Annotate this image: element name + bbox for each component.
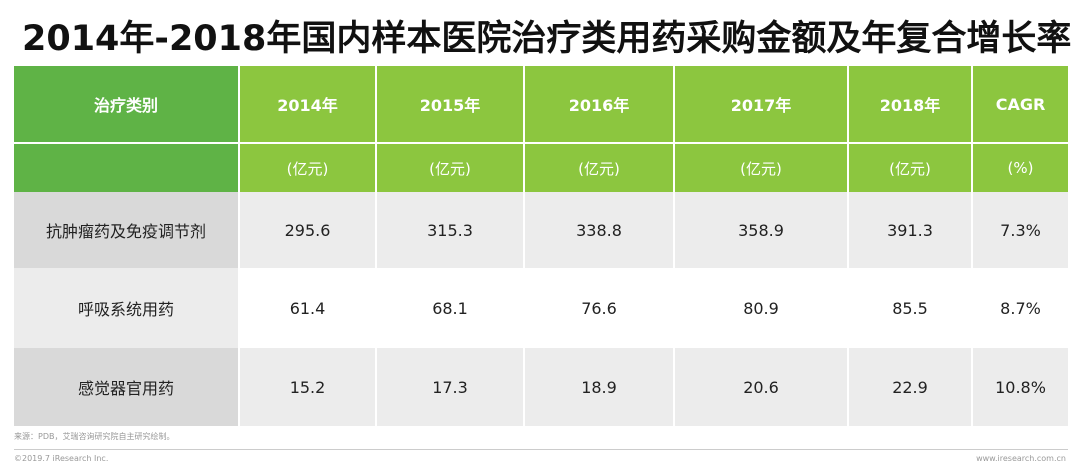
- cell-2018: 391.3: [849, 192, 973, 268]
- cell-2016: 76.6: [525, 268, 675, 348]
- unit-row: (亿元) (亿元) (亿元) (亿元) (亿元) (%): [14, 142, 1068, 192]
- row-category: 抗肿瘤药及免疫调节剂: [14, 192, 240, 268]
- unit-2014: (亿元): [240, 142, 377, 192]
- unit-cagr: (%): [973, 142, 1068, 192]
- header-2015: 2015年: [377, 66, 525, 142]
- cell-cagr: 8.7%: [973, 268, 1068, 348]
- table-row: 感觉器官用药 15.2 17.3 18.9 20.6 22.9 10.8%: [14, 348, 1068, 426]
- cell-2014: 15.2: [240, 348, 377, 426]
- cell-cagr: 10.8%: [973, 348, 1068, 426]
- cell-2015: 68.1: [377, 268, 525, 348]
- cell-2018: 85.5: [849, 268, 973, 348]
- header-category: 治疗类别: [14, 66, 240, 142]
- unit-category: [14, 142, 240, 192]
- table-row: 抗肿瘤药及免疫调节剂 295.6 315.3 338.8 358.9 391.3…: [14, 192, 1068, 268]
- header-2018: 2018年: [849, 66, 973, 142]
- header-2014: 2014年: [240, 66, 377, 142]
- footer-divider: [14, 449, 1068, 450]
- cell-2016: 338.8: [525, 192, 675, 268]
- page-title: 2014年-2018年国内样本医院治疗类用药采购金额及年复合增长率: [22, 19, 1072, 59]
- website-text: www.iresearch.com.cn: [976, 454, 1066, 463]
- cell-cagr: 7.3%: [973, 192, 1068, 268]
- unit-2018: (亿元): [849, 142, 973, 192]
- cell-2014: 295.6: [240, 192, 377, 268]
- table-row: 呼吸系统用药 61.4 68.1 76.6 80.9 85.5 8.7%: [14, 268, 1068, 348]
- row-category: 感觉器官用药: [14, 348, 240, 426]
- cell-2017: 80.9: [675, 268, 849, 348]
- cell-2016: 18.9: [525, 348, 675, 426]
- cell-2017: 358.9: [675, 192, 849, 268]
- header-cagr: CAGR: [973, 66, 1068, 142]
- header-2017: 2017年: [675, 66, 849, 142]
- data-table: 治疗类别 2014年 2015年 2016年 2017年 2018年 CAGR …: [14, 66, 1068, 426]
- row-category: 呼吸系统用药: [14, 268, 240, 348]
- unit-2016: (亿元): [525, 142, 675, 192]
- cell-2017: 20.6: [675, 348, 849, 426]
- header-2016: 2016年: [525, 66, 675, 142]
- unit-2017: (亿元): [675, 142, 849, 192]
- cell-2018: 22.9: [849, 348, 973, 426]
- unit-2015: (亿元): [377, 142, 525, 192]
- header-row: 治疗类别 2014年 2015年 2016年 2017年 2018年 CAGR: [14, 66, 1068, 142]
- source-note: 来源：PDB，艾瑞咨询研究院自主研究绘制。: [14, 432, 175, 441]
- cell-2015: 17.3: [377, 348, 525, 426]
- copyright-text: ©2019.7 iResearch Inc.: [14, 454, 109, 463]
- cell-2015: 315.3: [377, 192, 525, 268]
- cell-2014: 61.4: [240, 268, 377, 348]
